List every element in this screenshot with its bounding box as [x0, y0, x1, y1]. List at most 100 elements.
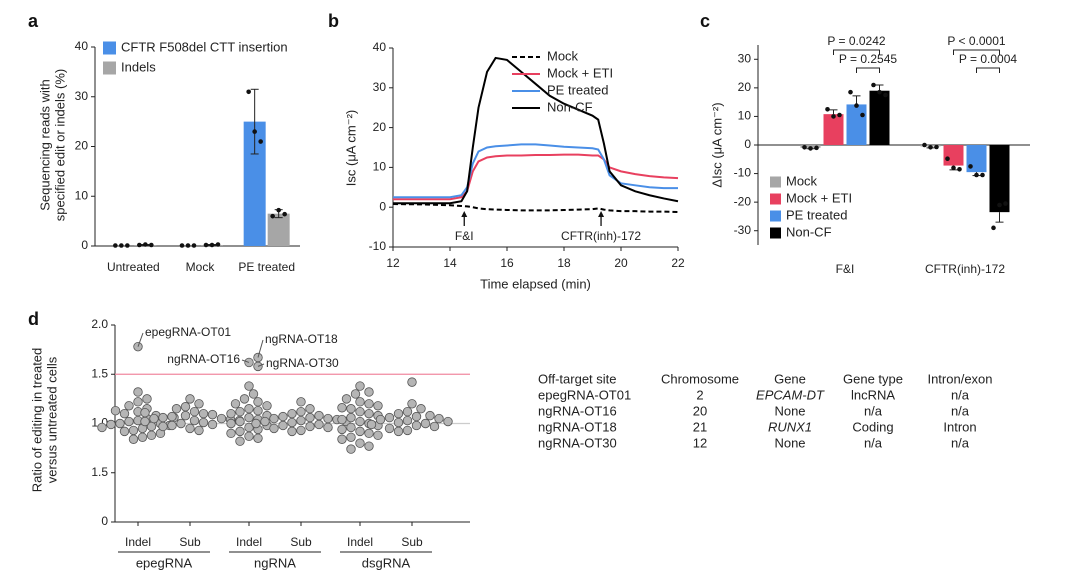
table-cell: ngRNA-OT30	[538, 435, 617, 450]
data-point	[124, 416, 134, 427]
data-point	[384, 412, 395, 423]
data-point	[928, 144, 933, 150]
data-point	[252, 129, 257, 134]
data-point	[871, 82, 876, 88]
x-tick-label: 16	[500, 256, 514, 270]
data-point	[831, 114, 836, 119]
data-point	[991, 225, 996, 231]
data-point	[248, 389, 259, 399]
y-axis-title: ΔIsc (μA cm⁻²)	[709, 102, 724, 187]
data-point	[296, 425, 306, 436]
data-point	[393, 417, 404, 428]
data-point	[305, 412, 315, 423]
data-point	[355, 381, 365, 391]
data-point	[128, 425, 139, 436]
x-tick-label: PE treated	[238, 260, 295, 274]
data-point	[179, 243, 185, 248]
group-label: ngRNA	[254, 555, 296, 570]
y-tick-label: 40	[75, 39, 89, 53]
y-tick-label: 0	[81, 238, 88, 252]
data-point	[278, 411, 288, 422]
data-point	[951, 165, 956, 171]
table-cell: 21	[693, 419, 707, 434]
table-cell: epegRNA-OT01	[538, 387, 631, 402]
panel-letter: c	[700, 11, 710, 31]
table-cell: Intron	[943, 419, 976, 434]
significance-bracket	[976, 67, 1000, 73]
y-tick-label: 10	[75, 188, 89, 202]
data-point	[207, 409, 218, 420]
x-tick-label: F&I	[836, 262, 855, 276]
y-tick-label: 0	[744, 137, 751, 151]
data-point	[253, 433, 263, 443]
table-cell: 12	[693, 435, 707, 450]
x-tick-label: Sub	[290, 535, 312, 549]
legend-label: Indels	[121, 59, 156, 74]
annotation: epegRNA-OT01	[145, 325, 231, 339]
data-point	[235, 436, 245, 446]
legend-swatch	[103, 41, 116, 55]
annotation: CFTR(inh)-172	[561, 229, 641, 243]
table-cell: n/a	[951, 435, 970, 450]
data-point	[375, 414, 386, 425]
data-point	[346, 404, 356, 414]
y-tick-label: -10	[369, 239, 387, 253]
data-point	[416, 404, 426, 414]
data-point	[393, 408, 404, 419]
data-point	[364, 387, 374, 397]
legend-swatch	[770, 193, 781, 205]
data-point	[287, 426, 297, 437]
data-point	[282, 211, 287, 217]
x-tick-label: Sub	[179, 535, 201, 549]
data-point	[337, 424, 347, 435]
x-tick-label: 20	[614, 256, 628, 270]
panel-letter: d	[28, 309, 39, 329]
data-point	[128, 434, 139, 444]
annotation: P < 0.0001	[947, 34, 1005, 48]
data-point	[235, 416, 245, 427]
table-cell: None	[774, 435, 805, 450]
data-point	[191, 243, 197, 248]
table-cell: 2	[696, 387, 703, 402]
legend-label: Mock	[786, 173, 818, 188]
arrow-head	[598, 211, 605, 217]
data-point	[198, 408, 209, 419]
bar	[243, 121, 266, 246]
data-point	[346, 422, 356, 433]
data-point	[185, 243, 191, 248]
x-tick-label: 14	[443, 256, 457, 270]
data-point	[235, 406, 245, 417]
data-point	[270, 213, 275, 219]
y-tick-label: 30	[75, 89, 89, 103]
y-tick-label: 20	[373, 120, 387, 134]
data-point	[215, 242, 221, 247]
data-point	[140, 416, 150, 427]
data-point	[314, 410, 324, 421]
annotation-leader	[137, 332, 144, 347]
x-tick-label: Indel	[125, 535, 151, 549]
data-point	[207, 419, 218, 430]
data-point	[945, 156, 950, 162]
data-point	[133, 341, 143, 352]
data-point	[402, 406, 413, 417]
data-point	[124, 401, 134, 411]
data-point	[854, 103, 859, 108]
annotation-leader	[257, 339, 264, 358]
panel-letter: a	[28, 11, 39, 31]
y-tick-label: 20	[75, 139, 89, 153]
table-cell: lncRNA	[851, 387, 895, 402]
data-point	[143, 242, 148, 247]
x-axis-title: Time elapsed (min)	[480, 276, 591, 291]
line-series	[393, 153, 679, 201]
data-point	[106, 419, 116, 430]
table-cell: n/a	[951, 387, 970, 402]
x-tick-label: Sub	[401, 535, 423, 549]
data-point	[185, 394, 195, 404]
data-point	[934, 144, 939, 150]
table-header: Off-target site	[538, 371, 617, 386]
data-point	[276, 207, 281, 213]
legend-label: Non-CF	[547, 99, 593, 114]
annotation: P = 0.2545	[839, 52, 897, 66]
data-point	[226, 418, 236, 429]
legend-label: PE treated	[786, 207, 847, 222]
